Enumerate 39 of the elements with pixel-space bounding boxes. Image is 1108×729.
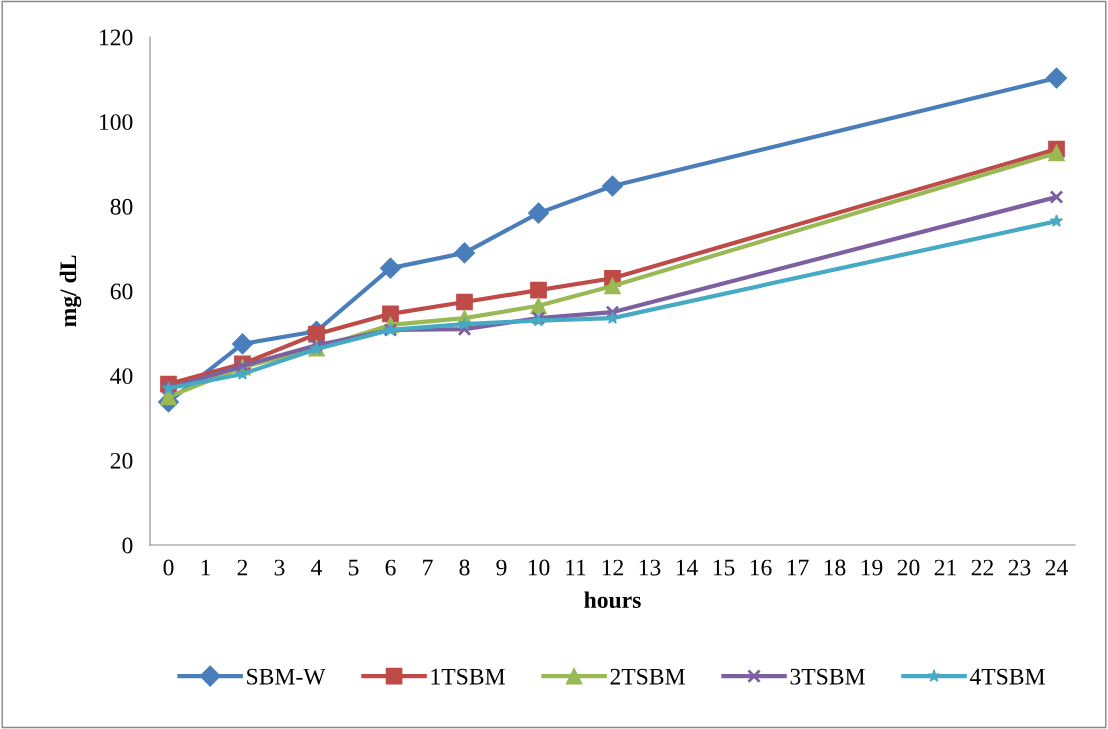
legend-label: 1TSBM <box>431 668 505 685</box>
x-tick-label: 21 <box>934 559 956 576</box>
x-tick-label: 13 <box>639 559 661 576</box>
x-tick-label: 1 <box>201 559 210 576</box>
legend-label: 2TSBM <box>610 668 685 685</box>
y-axis-title: mg/ dL <box>59 255 82 327</box>
x-tick-label: 24 <box>1045 559 1068 576</box>
x-tick-label: 5 <box>348 559 359 576</box>
x-tick-label: 15 <box>713 559 735 576</box>
x-tick-label: 11 <box>566 559 586 576</box>
x-tick-label: 22 <box>971 559 993 576</box>
x-tick-label: 9 <box>496 559 507 576</box>
y-tick-label: 0 <box>122 537 133 554</box>
y-tick-label: 60 <box>110 283 133 300</box>
x-tick-label: 8 <box>459 559 470 576</box>
y-tick-label: 80 <box>110 198 133 215</box>
x-tick-label: 10 <box>528 559 550 576</box>
x-tick-label: 7 <box>423 559 433 576</box>
x-tick-label: 6 <box>385 559 396 576</box>
x-tick-label: 14 <box>676 559 698 576</box>
x-axis-title: hours <box>584 591 641 609</box>
x-tick-label: 16 <box>750 559 772 576</box>
x-tick-label: 23 <box>1008 559 1031 576</box>
x-tick-label: 17 <box>787 559 809 576</box>
x-tick-label: 12 <box>602 559 623 576</box>
legend-label: 4TSBM <box>969 668 1045 685</box>
y-tick-label: 20 <box>110 452 133 469</box>
x-tick-label: 20 <box>897 559 920 576</box>
y-tick-label: 120 <box>99 29 133 46</box>
y-tick-label: 100 <box>99 114 133 131</box>
x-tick-label: 4 <box>311 559 323 576</box>
legend-label: 3TSBM <box>790 668 865 685</box>
x-tick-label: 2 <box>237 559 248 576</box>
x-tick-label: 18 <box>824 559 846 576</box>
x-tick-label: 3 <box>274 559 285 576</box>
x-tick-label: 0 <box>163 559 174 576</box>
legend-label: SBM-W <box>247 668 326 685</box>
x-tick-label: 19 <box>861 559 883 576</box>
y-tick-label: 40 <box>110 368 133 385</box>
